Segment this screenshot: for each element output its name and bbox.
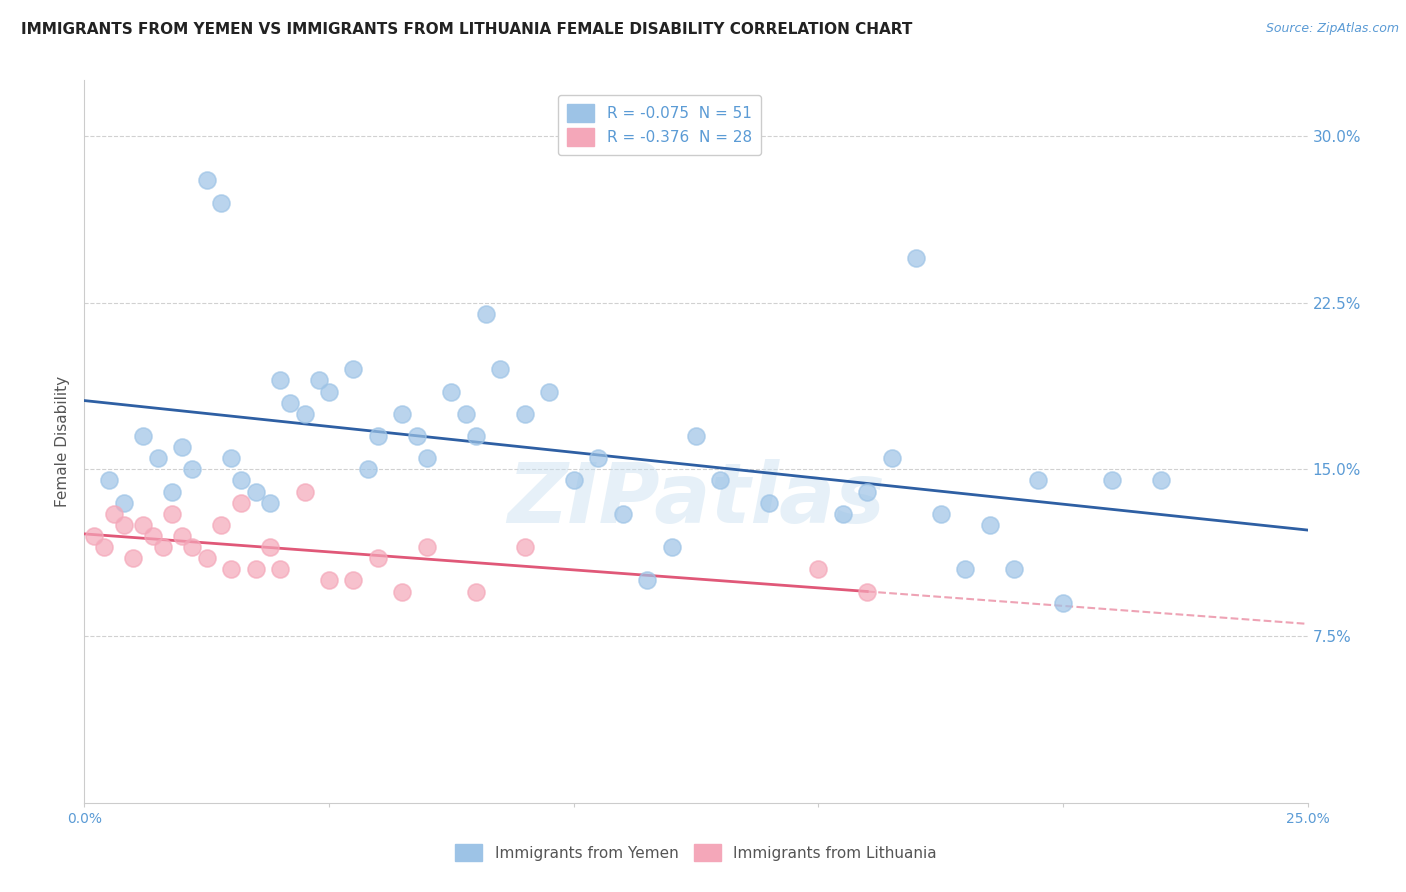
Point <box>880 451 903 466</box>
Point <box>464 429 486 443</box>
Point <box>318 574 340 588</box>
Point <box>162 507 184 521</box>
Point <box>416 540 439 554</box>
Point <box>391 584 413 599</box>
Point <box>454 407 477 421</box>
Point <box>318 384 340 399</box>
Point <box>229 474 252 488</box>
Point <box>172 440 194 454</box>
Text: IMMIGRANTS FROM YEMEN VS IMMIGRANTS FROM LITHUANIA FEMALE DISABILITY CORRELATION: IMMIGRANTS FROM YEMEN VS IMMIGRANTS FROM… <box>21 22 912 37</box>
Text: Source: ZipAtlas.com: Source: ZipAtlas.com <box>1265 22 1399 36</box>
Point <box>357 462 380 476</box>
Point <box>146 451 169 466</box>
Point <box>807 562 830 576</box>
Point <box>758 496 780 510</box>
Point <box>856 584 879 599</box>
Point <box>929 507 952 521</box>
Point <box>229 496 252 510</box>
Point <box>278 395 301 409</box>
Point <box>269 562 291 576</box>
Point <box>979 517 1001 532</box>
Point <box>132 429 155 443</box>
Point <box>195 551 218 566</box>
Point <box>367 429 389 443</box>
Point <box>181 462 204 476</box>
Point <box>112 517 135 532</box>
Legend: R = -0.075  N = 51, R = -0.376  N = 28: R = -0.075 N = 51, R = -0.376 N = 28 <box>558 95 761 155</box>
Point <box>1101 474 1123 488</box>
Point <box>294 484 316 499</box>
Point <box>245 562 267 576</box>
Text: ZIPatlas: ZIPatlas <box>508 458 884 540</box>
Point <box>636 574 658 588</box>
Point <box>406 429 429 443</box>
Point <box>538 384 561 399</box>
Point <box>162 484 184 499</box>
Point <box>112 496 135 510</box>
Y-axis label: Female Disability: Female Disability <box>55 376 70 508</box>
Point <box>1002 562 1025 576</box>
Point <box>612 507 634 521</box>
Point <box>1052 596 1074 610</box>
Point <box>661 540 683 554</box>
Point <box>209 517 232 532</box>
Point <box>181 540 204 554</box>
Point <box>391 407 413 421</box>
Point <box>474 307 496 321</box>
Point <box>464 584 486 599</box>
Point <box>219 451 242 466</box>
Point <box>367 551 389 566</box>
Point <box>489 362 512 376</box>
Point <box>259 496 281 510</box>
Point <box>103 507 125 521</box>
Point <box>513 407 536 421</box>
Point <box>342 574 364 588</box>
Point <box>195 173 218 187</box>
Point <box>294 407 316 421</box>
Point <box>83 529 105 543</box>
Point <box>562 474 585 488</box>
Point <box>416 451 439 466</box>
Point <box>342 362 364 376</box>
Point <box>269 373 291 387</box>
Point <box>953 562 976 576</box>
Point <box>132 517 155 532</box>
Point <box>219 562 242 576</box>
Point <box>152 540 174 554</box>
Point <box>93 540 115 554</box>
Point <box>122 551 145 566</box>
Point <box>308 373 330 387</box>
Point <box>831 507 853 521</box>
Point <box>142 529 165 543</box>
Point <box>172 529 194 543</box>
Point <box>245 484 267 499</box>
Point <box>905 251 928 265</box>
Point <box>709 474 731 488</box>
Point <box>1150 474 1173 488</box>
Point <box>97 474 120 488</box>
Point <box>259 540 281 554</box>
Point <box>440 384 463 399</box>
Point <box>586 451 609 466</box>
Point <box>513 540 536 554</box>
Point <box>209 195 232 210</box>
Point <box>685 429 707 443</box>
Point <box>1028 474 1050 488</box>
Point <box>856 484 879 499</box>
